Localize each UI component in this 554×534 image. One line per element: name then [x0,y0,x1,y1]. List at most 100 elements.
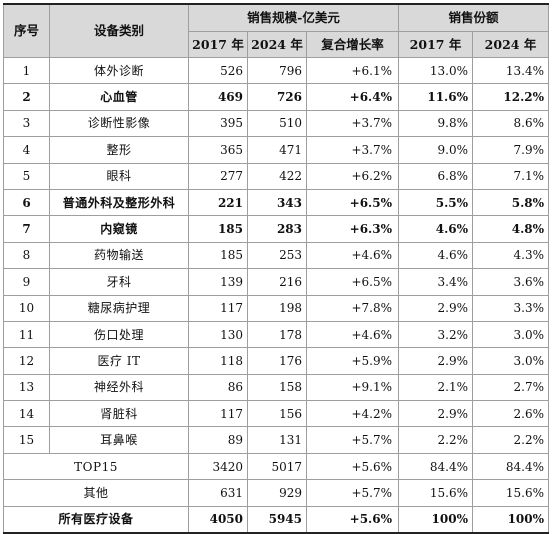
row-index: 7 [3,215,50,243]
table-row: 4 整形 365 471 +3.7% 9.0% 7.9% [3,136,550,164]
row-index: 10 [3,294,50,322]
table-row: 3 诊断性影像 395 510 +3.7% 9.8% 8.6% [3,109,550,138]
table-row: 6 普通外科及整形外科 221 343 +6.5% 5.5% 5.8% [3,188,550,217]
header-share-2024: 2024 年 [471,31,550,58]
row-category: 牙科 [49,268,189,296]
summary-category: 所有医疗设备 [3,505,189,534]
row-cagr: +9.1% [306,373,399,402]
row-share-2024: 13.4% [471,56,550,85]
summary-sales-2024: 929 [247,479,307,507]
row-share-2017: 2.2% [398,426,473,454]
row-share-2017: 6.8% [398,162,473,190]
row-sales-2017: 395 [188,109,248,138]
row-index: 12 [3,347,50,375]
row-sales-2017: 221 [188,188,248,217]
table-row: 11 伤口处理 130 178 +4.6% 3.2% 3.0% [3,320,550,349]
summary-category: 其他 [3,479,189,507]
header-sales-group: 销售规模-亿美元 [188,3,399,32]
row-sales-2024: 198 [247,294,307,322]
row-cagr: +5.9% [306,347,399,375]
row-category: 眼科 [49,162,189,190]
row-share-2024: 3.3% [471,294,550,322]
row-index: 6 [3,188,50,217]
row-cagr: +6.5% [306,188,399,217]
row-sales-2017: 526 [188,56,248,85]
row-sales-2017: 277 [188,162,248,190]
row-share-2024: 4.3% [471,241,550,270]
row-sales-2024: 253 [247,241,307,270]
row-cagr: +6.4% [306,83,399,111]
row-index: 5 [3,162,50,190]
table-row: 12 医疗 IT 118 176 +5.9% 2.9% 3.0% [3,347,550,375]
row-share-2017: 2.9% [398,400,473,428]
row-sales-2024: 131 [247,426,307,454]
row-share-2017: 9.0% [398,136,473,164]
row-cagr: +6.3% [306,215,399,243]
row-share-2024: 5.8% [471,188,550,217]
row-share-2024: 12.2% [471,83,550,111]
table-row: 7 内窥镜 185 283 +6.3% 4.6% 4.8% [3,215,550,243]
row-cagr: +6.5% [306,268,399,296]
summary-share-2024: 15.6% [471,479,550,507]
row-sales-2024: 216 [247,268,307,296]
row-share-2017: 2.9% [398,294,473,322]
table-row: 15 耳鼻喉 89 131 +5.7% 2.2% 2.2% [3,426,550,454]
row-sales-2017: 469 [188,83,248,111]
summary-sales-2017: 4050 [188,505,248,534]
row-index: 1 [3,56,50,85]
row-sales-2024: 176 [247,347,307,375]
row-sales-2017: 117 [188,294,248,322]
summary-cagr: +5.7% [306,479,399,507]
row-sales-2024: 283 [247,215,307,243]
row-cagr: +4.6% [306,320,399,349]
row-share-2017: 9.8% [398,109,473,138]
row-index: 9 [3,268,50,296]
row-sales-2017: 130 [188,320,248,349]
table-row: 1 体外诊断 526 796 +6.1% 13.0% 13.4% [3,56,550,85]
header-sales-2017: 2017 年 [188,31,248,58]
row-sales-2017: 185 [188,215,248,243]
row-category: 药物输送 [49,241,189,270]
row-share-2024: 2.6% [471,400,550,428]
row-share-2024: 3.0% [471,320,550,349]
row-category: 糖尿病护理 [49,294,189,322]
row-index: 4 [3,136,50,164]
table-row: 8 药物输送 185 253 +4.6% 4.6% 4.3% [3,241,550,270]
row-share-2017: 4.6% [398,241,473,270]
header-sales-2024: 2024 年 [247,31,307,58]
row-share-2024: 3.6% [471,268,550,296]
summary-row: 其他 631 929 +5.7% 15.6% 15.6% [3,479,550,507]
row-cagr: +3.7% [306,109,399,138]
row-share-2017: 2.1% [398,373,473,402]
row-share-2024: 8.6% [471,109,550,138]
row-share-2017: 5.5% [398,188,473,217]
row-share-2024: 7.1% [471,162,550,190]
row-sales-2024: 178 [247,320,307,349]
row-index: 13 [3,373,50,402]
row-sales-2017: 89 [188,426,248,454]
summary-cagr: +5.6% [306,505,399,534]
row-sales-2024: 343 [247,188,307,217]
header-share-2017: 2017 年 [398,31,473,58]
header-cagr: 复合增长率 [306,31,399,58]
summary-category: TOP15 [3,452,189,481]
row-category: 体外诊断 [49,56,189,85]
row-share-2017: 11.6% [398,83,473,111]
summary-share-2017: 100% [398,505,473,534]
row-share-2024: 2.2% [471,426,550,454]
row-category: 医疗 IT [49,347,189,375]
row-index: 2 [3,83,50,111]
row-sales-2024: 726 [247,83,307,111]
summary-share-2017: 84.4% [398,452,473,481]
summary-sales-2024: 5017 [247,452,307,481]
header-index: 序号 [3,3,50,58]
row-share-2017: 3.4% [398,268,473,296]
summary-row: TOP15 3420 5017 +5.6% 84.4% 84.4% [3,452,550,481]
row-share-2017: 4.6% [398,215,473,243]
row-category: 神经外科 [49,373,189,402]
header-category: 设备类别 [49,3,189,58]
row-sales-2017: 118 [188,347,248,375]
row-sales-2017: 117 [188,400,248,428]
row-category: 肾脏科 [49,400,189,428]
row-category: 耳鼻喉 [49,426,189,454]
